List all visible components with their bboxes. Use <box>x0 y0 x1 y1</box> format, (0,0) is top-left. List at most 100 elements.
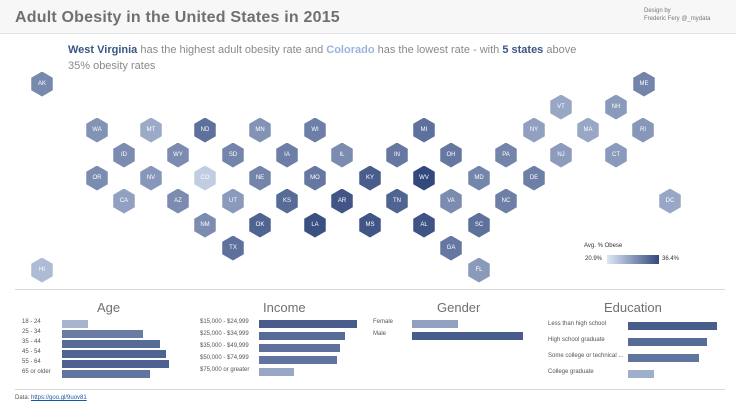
state-hex-oh[interactable]: OH <box>440 142 462 168</box>
education-bar[interactable] <box>628 322 717 330</box>
age-section-title: Age <box>97 300 121 315</box>
state-hex-wy[interactable]: WY <box>167 142 189 168</box>
state-hex-nh[interactable]: NH <box>605 94 627 120</box>
state-hex-wv[interactable]: WV <box>413 165 435 191</box>
state-hex-tn[interactable]: TN <box>386 188 408 214</box>
state-hex-in[interactable]: IN <box>386 142 408 168</box>
headline-part-2: has the highest adult obesity rate and <box>137 44 327 56</box>
age-row-label: 55 - 64 <box>22 359 41 365</box>
state-hex-ca[interactable]: CA <box>113 188 135 214</box>
state-hex-dc[interactable]: DC <box>659 188 681 214</box>
age-bar[interactable] <box>62 340 160 348</box>
state-hex-nd[interactable]: ND <box>194 117 216 143</box>
gender-bar[interactable] <box>412 320 458 328</box>
page-title: Adult Obesity in the United States in 20… <box>15 9 340 26</box>
state-hex-ri[interactable]: RI <box>632 117 654 143</box>
state-hex-ak[interactable]: AK <box>31 71 53 97</box>
state-hex-wi[interactable]: WI <box>304 117 326 143</box>
designer-credit: Design by Frederic Fery @_mydata <box>644 7 710 23</box>
state-hex-fl[interactable]: FL <box>468 257 490 283</box>
state-hex-co[interactable]: CO <box>194 165 216 191</box>
state-hex-label: AL <box>420 222 428 228</box>
state-hex-mo[interactable]: MO <box>304 165 326 191</box>
state-hex-label: HI <box>39 267 45 273</box>
state-hex-label: AK <box>37 81 46 87</box>
education-bar[interactable] <box>628 338 707 346</box>
state-hex-nj[interactable]: NJ <box>550 142 572 168</box>
highest-state-name: West Virginia <box>68 44 138 56</box>
state-hex-mn[interactable]: MN <box>249 117 271 143</box>
income-row-label: $35,000 - $49,999 <box>200 343 249 349</box>
state-hex-ny[interactable]: NY <box>523 117 545 143</box>
state-hex-mt[interactable]: MT <box>140 117 162 143</box>
state-hex-label: IL <box>339 152 345 158</box>
state-hex-nc[interactable]: NC <box>495 188 517 214</box>
state-hex-sd[interactable]: SD <box>222 142 244 168</box>
legend-color-ramp <box>607 255 659 264</box>
state-hex-label: MI <box>420 127 428 133</box>
state-hex-label: MT <box>146 127 156 133</box>
state-hex-label: RI <box>640 127 646 133</box>
income-row-label: $25,000 - $34,999 <box>200 331 249 337</box>
income-bar[interactable] <box>259 344 340 352</box>
state-hex-id[interactable]: ID <box>113 142 135 168</box>
income-bar[interactable] <box>259 332 345 340</box>
age-bar[interactable] <box>62 350 166 358</box>
state-hex-wa[interactable]: WA <box>86 117 108 143</box>
data-source-link[interactable]: https://goo.gl/9uov81 <box>31 395 87 401</box>
state-hex-pa[interactable]: PA <box>495 142 517 168</box>
state-hex-label: MS <box>365 222 375 228</box>
state-hex-label: WI <box>311 127 319 133</box>
state-hex-az[interactable]: AZ <box>167 188 189 214</box>
education-bar[interactable] <box>628 354 699 362</box>
state-hex-label: CT <box>612 152 620 158</box>
income-bar[interactable] <box>259 320 357 328</box>
age-bar[interactable] <box>62 320 88 328</box>
age-bar[interactable] <box>62 360 169 368</box>
state-hex-al[interactable]: AL <box>413 212 435 238</box>
income-bar[interactable] <box>259 356 337 364</box>
state-hex-label: NM <box>200 222 210 228</box>
state-hex-ks[interactable]: KS <box>276 188 298 214</box>
state-hex-ok[interactable]: OK <box>249 212 271 238</box>
state-hex-label: OH <box>446 152 456 158</box>
state-hex-ms[interactable]: MS <box>359 212 381 238</box>
state-hex-ky[interactable]: KY <box>359 165 381 191</box>
state-hex-ia[interactable]: IA <box>276 142 298 168</box>
gender-bar[interactable] <box>412 332 523 340</box>
state-hex-mi[interactable]: MI <box>413 117 435 143</box>
state-hex-md[interactable]: MD <box>468 165 490 191</box>
state-hex-label: VT <box>557 104 565 110</box>
section-divider-bottom <box>15 389 725 390</box>
state-hex-sc[interactable]: SC <box>468 212 490 238</box>
section-divider-top <box>15 289 725 290</box>
state-hex-ct[interactable]: CT <box>605 142 627 168</box>
age-bar[interactable] <box>62 330 143 338</box>
state-hex-label: WV <box>419 175 429 181</box>
state-hex-nv[interactable]: NV <box>140 165 162 191</box>
state-hex-va[interactable]: VA <box>440 188 462 214</box>
state-hex-ga[interactable]: GA <box>440 235 462 261</box>
income-bar[interactable] <box>259 368 294 376</box>
age-bar[interactable] <box>62 370 150 378</box>
education-bar[interactable] <box>628 370 654 378</box>
state-hex-ma[interactable]: MA <box>577 117 599 143</box>
state-hex-de[interactable]: DE <box>523 165 545 191</box>
education-section-title: Education <box>604 300 662 315</box>
state-hex-me[interactable]: ME <box>633 71 655 97</box>
state-hex-il[interactable]: IL <box>331 142 353 168</box>
state-hex-label: NH <box>611 104 621 110</box>
state-hex-ne[interactable]: NE <box>249 165 271 191</box>
state-hex-hi[interactable]: HI <box>31 257 53 283</box>
state-hex-label: KS <box>282 198 291 204</box>
state-hex-or[interactable]: OR <box>86 165 108 191</box>
state-hex-ar[interactable]: AR <box>331 188 353 214</box>
state-hex-ut[interactable]: UT <box>222 188 244 214</box>
state-hex-tx[interactable]: TX <box>222 235 244 261</box>
state-hex-la[interactable]: LA <box>304 212 326 238</box>
income-row-label: $75,000 or greater <box>200 367 250 373</box>
state-hex-label: NJ <box>557 152 565 158</box>
state-hex-vt[interactable]: VT <box>550 94 572 120</box>
state-hex-label: SD <box>228 152 238 158</box>
state-hex-nm[interactable]: NM <box>194 212 216 238</box>
